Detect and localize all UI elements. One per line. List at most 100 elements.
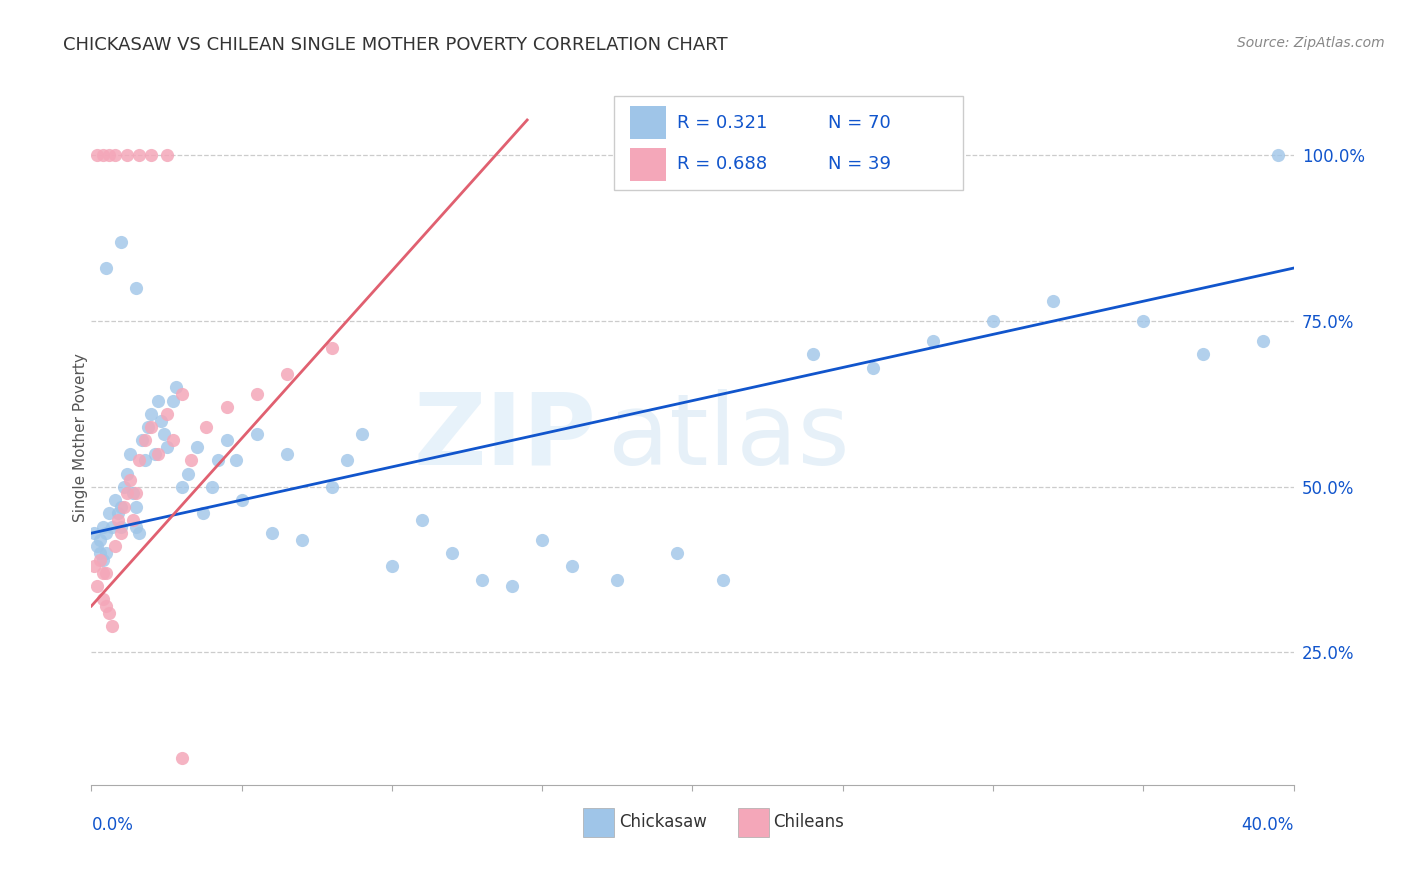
Point bbox=[110, 500, 132, 514]
Point bbox=[350, 426, 373, 441]
Point bbox=[83, 559, 105, 574]
Point bbox=[194, 420, 217, 434]
Point bbox=[291, 533, 314, 547]
Point bbox=[165, 380, 187, 394]
Point bbox=[83, 526, 105, 541]
Point bbox=[117, 148, 139, 162]
Point bbox=[260, 526, 283, 541]
Point bbox=[86, 148, 108, 162]
Point bbox=[801, 347, 824, 361]
Y-axis label: Single Mother Poverty: Single Mother Poverty bbox=[73, 352, 87, 522]
Point bbox=[141, 420, 163, 434]
Point bbox=[155, 148, 177, 162]
Text: atlas: atlas bbox=[609, 389, 851, 485]
Point bbox=[276, 367, 298, 381]
Point bbox=[146, 447, 169, 461]
Text: R = 0.321: R = 0.321 bbox=[676, 113, 768, 132]
Point bbox=[162, 393, 184, 408]
Point bbox=[89, 552, 111, 566]
FancyBboxPatch shape bbox=[614, 96, 963, 190]
Point bbox=[862, 360, 884, 375]
Point bbox=[89, 546, 111, 560]
Point bbox=[107, 513, 129, 527]
Point bbox=[128, 453, 150, 467]
Point bbox=[155, 407, 177, 421]
Point bbox=[122, 513, 145, 527]
Text: ZIP: ZIP bbox=[413, 389, 596, 485]
Point bbox=[104, 540, 127, 554]
Point bbox=[162, 434, 184, 448]
Point bbox=[215, 401, 238, 415]
Point bbox=[711, 573, 734, 587]
Point bbox=[411, 513, 433, 527]
Point bbox=[104, 148, 127, 162]
Point bbox=[93, 566, 115, 580]
Point bbox=[191, 506, 214, 520]
Point bbox=[107, 506, 129, 520]
Point bbox=[86, 540, 108, 554]
Point bbox=[321, 341, 343, 355]
Point bbox=[440, 546, 463, 560]
Point bbox=[96, 566, 118, 580]
Point bbox=[125, 500, 148, 514]
Point bbox=[1132, 314, 1154, 328]
Point bbox=[141, 407, 163, 421]
Point bbox=[93, 519, 115, 533]
Point bbox=[501, 579, 523, 593]
Point bbox=[131, 434, 153, 448]
Point bbox=[96, 546, 118, 560]
Point bbox=[606, 573, 628, 587]
Point bbox=[86, 579, 108, 593]
Point bbox=[114, 500, 136, 514]
Point bbox=[120, 447, 142, 461]
Point bbox=[143, 447, 166, 461]
Point bbox=[134, 453, 156, 467]
Point bbox=[101, 519, 124, 533]
Point bbox=[117, 467, 139, 481]
Point bbox=[117, 486, 139, 500]
Point bbox=[1042, 294, 1064, 309]
Point bbox=[128, 526, 150, 541]
Point bbox=[114, 480, 136, 494]
Text: Source: ZipAtlas.com: Source: ZipAtlas.com bbox=[1237, 36, 1385, 50]
Point bbox=[246, 426, 269, 441]
Point bbox=[89, 533, 111, 547]
Point bbox=[134, 434, 156, 448]
Text: 40.0%: 40.0% bbox=[1241, 816, 1294, 834]
Point bbox=[981, 314, 1004, 328]
Point bbox=[1253, 334, 1275, 348]
Point bbox=[180, 453, 202, 467]
Point bbox=[122, 486, 145, 500]
FancyBboxPatch shape bbox=[630, 148, 666, 181]
Point bbox=[152, 426, 174, 441]
Point bbox=[98, 606, 121, 620]
Point bbox=[176, 467, 198, 481]
Point bbox=[246, 387, 269, 401]
Point bbox=[128, 148, 150, 162]
Point bbox=[666, 546, 689, 560]
Point bbox=[96, 261, 118, 276]
Point bbox=[93, 148, 115, 162]
Point bbox=[138, 420, 160, 434]
Point bbox=[1267, 148, 1289, 162]
Point bbox=[125, 281, 148, 295]
Point bbox=[101, 619, 124, 633]
Point bbox=[170, 387, 193, 401]
Point bbox=[120, 473, 142, 487]
Point bbox=[125, 519, 148, 533]
Text: Chickasaw: Chickasaw bbox=[619, 814, 707, 831]
Text: CHICKASAW VS CHILEAN SINGLE MOTHER POVERTY CORRELATION CHART: CHICKASAW VS CHILEAN SINGLE MOTHER POVER… bbox=[63, 36, 728, 54]
Point bbox=[186, 440, 208, 454]
Point bbox=[231, 493, 253, 508]
Point bbox=[922, 334, 945, 348]
Point bbox=[104, 493, 127, 508]
Point bbox=[225, 453, 247, 467]
Point bbox=[93, 592, 115, 607]
Point bbox=[93, 552, 115, 566]
Text: R = 0.688: R = 0.688 bbox=[676, 155, 766, 173]
Point bbox=[110, 235, 132, 249]
Text: N = 70: N = 70 bbox=[828, 113, 891, 132]
FancyBboxPatch shape bbox=[630, 106, 666, 139]
Point bbox=[471, 573, 494, 587]
Point bbox=[1192, 347, 1215, 361]
